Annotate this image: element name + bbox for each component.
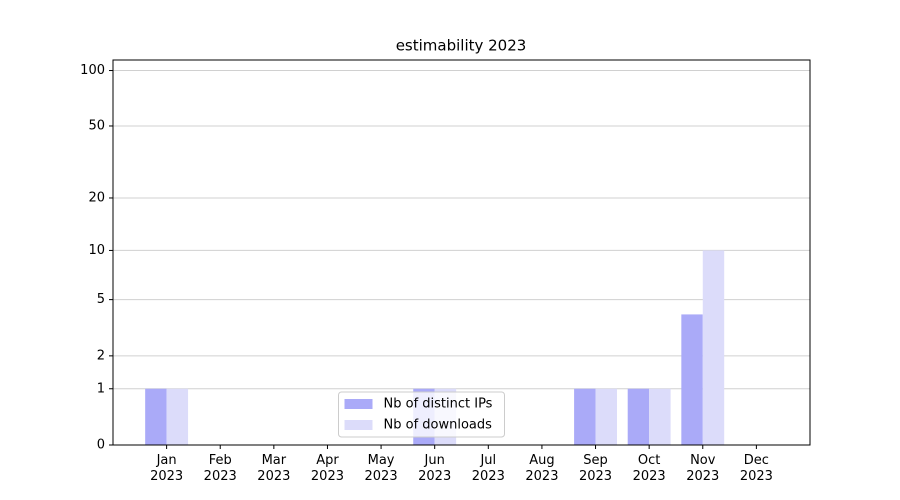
y-tick-label: 0 bbox=[97, 438, 105, 453]
x-tick-label: Jun 2023 bbox=[418, 453, 452, 484]
bar bbox=[702, 250, 725, 445]
y-tick-label: 100 bbox=[80, 63, 105, 78]
x-tick-label: Sep 2023 bbox=[578, 453, 613, 484]
y-tick-label: 5 bbox=[97, 292, 105, 307]
x-tick-label: Aug 2023 bbox=[525, 453, 559, 484]
bar bbox=[574, 388, 596, 445]
bar bbox=[649, 388, 671, 445]
x-tick-label: Dec 2023 bbox=[739, 453, 773, 484]
x-tick-label: Apr 2023 bbox=[310, 453, 344, 484]
y-tick-label: 1 bbox=[97, 381, 105, 396]
y-tick-label: 10 bbox=[88, 243, 105, 258]
bar bbox=[627, 388, 650, 445]
bar bbox=[145, 388, 167, 445]
bar bbox=[595, 388, 617, 445]
legend-box bbox=[338, 391, 505, 438]
x-tick-label: Jul 2023 bbox=[471, 453, 505, 484]
bar bbox=[166, 388, 189, 445]
legend-swatch bbox=[344, 420, 373, 430]
x-tick-label: Jan 2023 bbox=[150, 453, 184, 484]
legend-label: Nb of downloads bbox=[384, 418, 493, 433]
x-tick-label: Oct 2023 bbox=[632, 453, 666, 484]
chart-title: estimability 2023 bbox=[396, 37, 527, 55]
x-tick-label: Mar 2023 bbox=[257, 453, 291, 484]
y-tick-label: 50 bbox=[88, 118, 105, 133]
y-tick-label: 2 bbox=[97, 348, 105, 363]
x-tick-label: Nov 2023 bbox=[686, 453, 720, 484]
bar bbox=[681, 314, 703, 445]
x-tick-label: Feb 2023 bbox=[203, 453, 237, 484]
legend-label: Nb of distinct IPs bbox=[384, 397, 493, 412]
legend: Nb of distinct IPs Nb of downloads bbox=[338, 391, 505, 438]
plot-frame bbox=[112, 59, 811, 446]
y-tick-label: 20 bbox=[88, 190, 105, 205]
x-tick-label: May 2023 bbox=[364, 453, 398, 484]
legend-swatch bbox=[344, 399, 373, 409]
